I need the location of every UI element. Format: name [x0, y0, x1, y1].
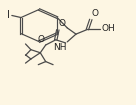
Text: I: I	[7, 10, 10, 20]
Text: O: O	[38, 35, 45, 44]
Text: NH: NH	[53, 43, 66, 52]
Text: O: O	[91, 9, 98, 18]
Text: OH: OH	[102, 24, 116, 33]
Text: O: O	[58, 19, 65, 28]
